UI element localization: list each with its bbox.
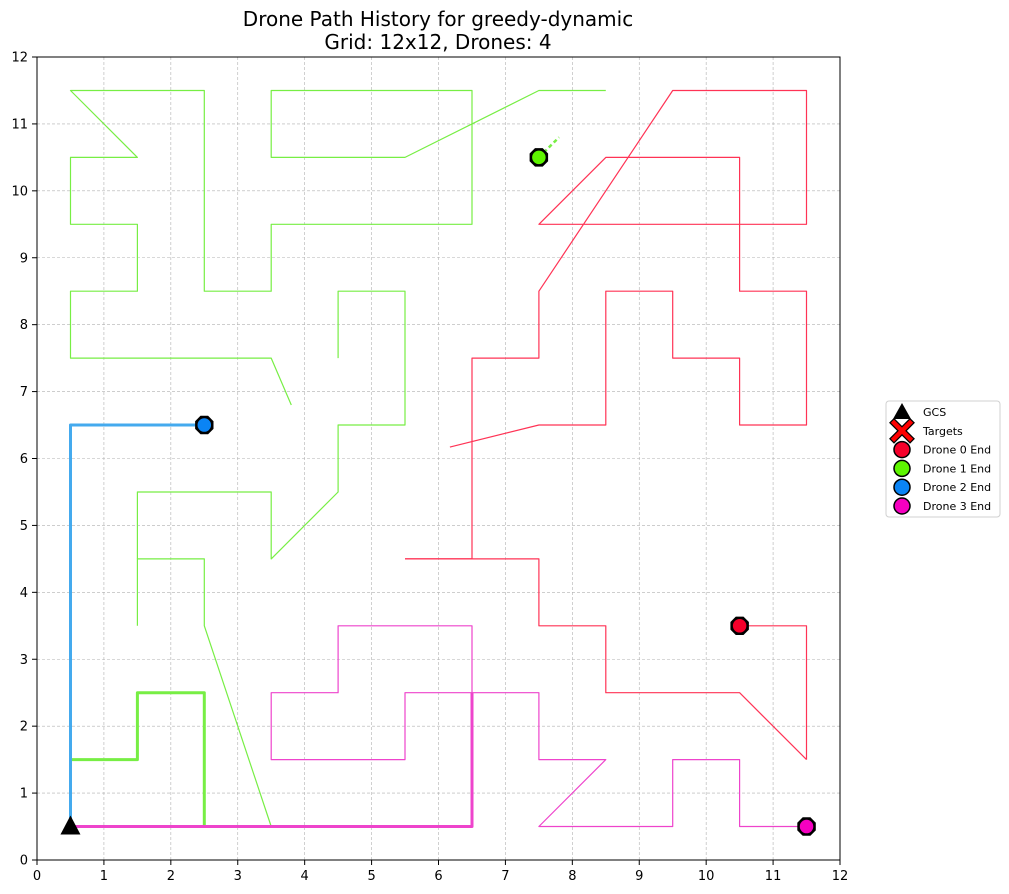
drone-1-path (69, 89, 606, 406)
drone-3-recent-path (70, 692, 474, 828)
y-tick-label: 1 (20, 787, 28, 802)
legend-label: Drone 2 End (923, 481, 991, 494)
chart-title: Drone Path History for greedy-dynamic (243, 7, 633, 31)
x-tick-label: 9 (635, 869, 643, 884)
legend-box (885, 400, 1001, 518)
drone-0-end-marker (731, 617, 748, 635)
drone-1-heading (538, 136, 560, 159)
drone-1-path (136, 290, 406, 560)
drone-0-path (405, 558, 807, 761)
x-tick-label: 8 (568, 869, 576, 884)
y-tick-label: 0 (20, 854, 28, 869)
x-tick-label: 7 (501, 869, 509, 884)
x-tick-label: 5 (367, 869, 375, 884)
legend-drone-end-symbol (893, 459, 911, 478)
y-tick-label: 11 (11, 117, 28, 132)
y-tick-label: 9 (20, 251, 28, 266)
drone-1-end-marker (530, 149, 548, 166)
y-tick-label: 7 (20, 385, 28, 400)
drone-1-recent-path (69, 691, 206, 827)
y-tick-label: 8 (20, 318, 28, 333)
x-tick-label: 2 (167, 869, 175, 884)
x-tick-label: 4 (301, 869, 309, 884)
y-tick-label: 6 (20, 452, 28, 467)
markers (60, 148, 816, 836)
legend-drone-end-symbol (893, 497, 911, 515)
x-tick-label: 1 (100, 869, 108, 884)
legend-targets-symbol (890, 419, 914, 442)
x-tick-label: 0 (33, 869, 41, 884)
legend-label: Targets (922, 425, 963, 438)
x-tick-label: 3 (234, 869, 242, 884)
drone-3-path (270, 625, 807, 828)
drone-0-path (405, 89, 808, 560)
y-tick-label: 12 (11, 51, 28, 66)
legend-gcs-symbol (893, 403, 911, 419)
legend-label: Drone 0 End (923, 444, 991, 457)
grid-lines (37, 57, 840, 860)
y-tick-label: 10 (11, 184, 28, 199)
drone-2-end-marker (196, 416, 213, 434)
drone-3-end-marker (798, 818, 815, 835)
chart-subtitle: Grid: 12x12, Drones: 4 (324, 30, 551, 54)
y-tick-label: 3 (20, 653, 28, 668)
legend-drone-end-symbol (893, 440, 911, 459)
x-tick-label: 6 (434, 869, 442, 884)
legend-label: GCS (923, 406, 946, 419)
drone-0-path (739, 625, 808, 760)
legend: GCS Targets Drone 0 End Drone 1 End Drone 2 … (885, 400, 1001, 518)
gcs-marker (60, 815, 81, 835)
y-tick-label: 2 (20, 720, 28, 735)
y-tick-label: 4 (20, 586, 28, 601)
y-tick-label: 5 (20, 519, 28, 534)
legend-drone-end-symbol (893, 478, 911, 496)
legend-label: Drone 3 End (923, 500, 991, 513)
legend-label: Drone 1 End (923, 462, 991, 475)
drone-2-recent-path (69, 423, 205, 827)
drone-paths (69, 89, 808, 828)
x-tick-label: 10 (698, 869, 715, 884)
x-tick-label: 11 (765, 869, 782, 884)
x-tick-label: 12 (832, 869, 849, 884)
